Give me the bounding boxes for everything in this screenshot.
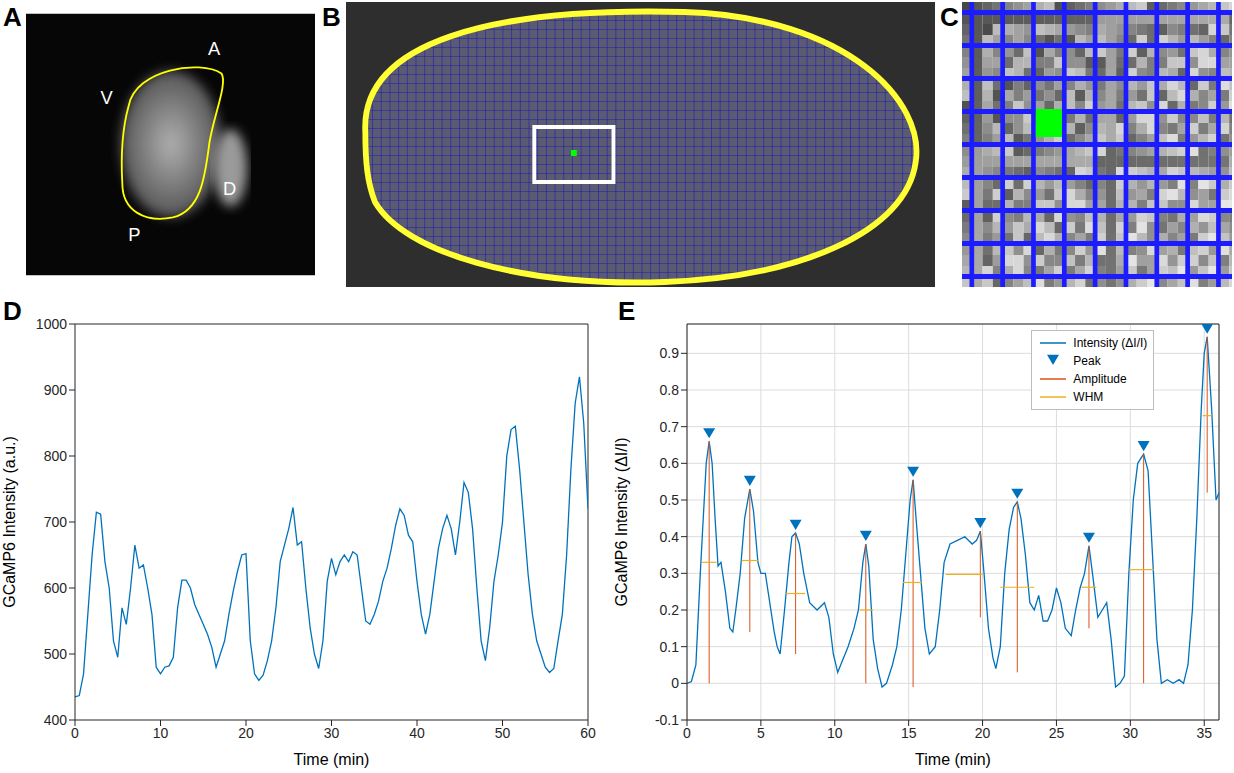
svg-text:1000: 1000 — [36, 316, 67, 332]
svg-text:5: 5 — [757, 725, 765, 741]
svg-text:60: 60 — [580, 725, 596, 741]
svg-text:40: 40 — [409, 725, 425, 741]
svg-text:Time (min): Time (min) — [294, 751, 370, 768]
svg-text:0: 0 — [683, 725, 691, 741]
svg-text:0.6: 0.6 — [660, 455, 680, 471]
svg-text:20: 20 — [238, 725, 254, 741]
svg-text:0.5: 0.5 — [660, 492, 680, 508]
svg-text:10: 10 — [153, 725, 169, 741]
html-text:D: D — [3, 296, 22, 326]
svg-text:50: 50 — [495, 725, 511, 741]
svg-text:30: 30 — [1123, 725, 1139, 741]
html-text:Amplitude: Amplitude — [1073, 372, 1127, 386]
html-text:Intensity (ΔI/I): Intensity (ΔI/I) — [1073, 336, 1148, 350]
svg-text:25: 25 — [1049, 725, 1065, 741]
svg-text:20: 20 — [975, 725, 991, 741]
svg-text:700: 700 — [44, 514, 68, 530]
svg-text:10: 10 — [827, 725, 843, 741]
svg-text:V: V — [101, 87, 114, 108]
svg-text:0.9: 0.9 — [660, 345, 680, 361]
svg-text:0.2: 0.2 — [660, 602, 680, 618]
svg-text:Time (min): Time (min) — [915, 751, 991, 768]
svg-text:D: D — [223, 178, 236, 199]
svg-text:800: 800 — [44, 448, 68, 464]
svg-text:0.4: 0.4 — [660, 529, 680, 545]
svg-text:600: 600 — [44, 580, 68, 596]
html-text:E: E — [618, 296, 636, 326]
svg-text:P: P — [128, 224, 140, 245]
html-text:Peak: Peak — [1073, 354, 1101, 368]
svg-text:GCaMP6 Intensity (a.u.): GCaMP6 Intensity (a.u.) — [1, 436, 18, 608]
svg-text:0: 0 — [671, 675, 679, 691]
svg-text:0: 0 — [71, 725, 79, 741]
svg-text:900: 900 — [44, 382, 68, 398]
svg-text:-0.1: -0.1 — [655, 712, 679, 728]
html-text:A: A — [3, 2, 22, 32]
svg-text:0.7: 0.7 — [660, 419, 680, 435]
html-text:C: C — [940, 2, 959, 32]
svg-text:0.1: 0.1 — [660, 639, 680, 655]
svg-text:30: 30 — [324, 725, 340, 741]
svg-text:35: 35 — [1196, 725, 1212, 741]
html-text:B: B — [322, 2, 341, 32]
svg-text:15: 15 — [901, 725, 917, 741]
svg-text:0.3: 0.3 — [660, 565, 680, 581]
svg-text:0.8: 0.8 — [660, 382, 680, 398]
svg-text:A: A — [208, 38, 221, 59]
svg-text:500: 500 — [44, 646, 68, 662]
html-text:WHM: WHM — [1073, 390, 1104, 404]
svg-text:400: 400 — [44, 712, 68, 728]
svg-text:GCaMP6 Intensity (ΔI/I): GCaMP6 Intensity (ΔI/I) — [613, 438, 630, 607]
